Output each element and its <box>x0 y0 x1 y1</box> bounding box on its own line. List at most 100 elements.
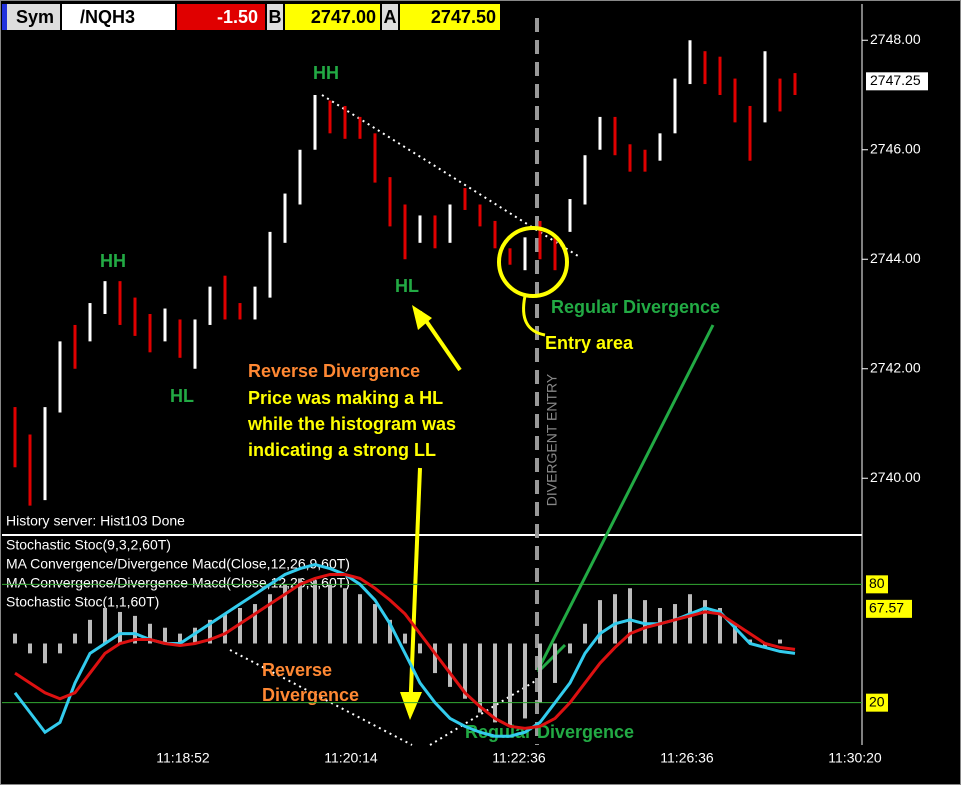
histogram-bar <box>703 600 707 644</box>
study-labels: Stochastic Stoc(9,3,2,60T) MA Convergenc… <box>6 537 350 610</box>
sym-label: Sym <box>16 7 54 27</box>
level-box <box>866 693 888 712</box>
histogram-bar <box>148 623 152 644</box>
histogram-bar <box>43 643 47 664</box>
histogram-bar <box>268 594 272 644</box>
y-tick-label: 2740.00 <box>870 469 921 485</box>
histogram-bar <box>553 643 557 683</box>
entry-circle <box>497 226 569 298</box>
annotation: HH <box>313 63 339 83</box>
histogram-bar <box>688 594 692 644</box>
current-box <box>866 599 912 618</box>
histogram-bar <box>628 588 632 644</box>
x-tick-label: 11:26:36 <box>660 750 714 766</box>
ask-label: A <box>384 7 397 27</box>
cell <box>382 4 398 30</box>
histogram-bar <box>673 604 677 644</box>
histogram-bar <box>313 580 317 644</box>
study-label: Stochastic Stoc(9,3,2,60T) <box>6 537 171 553</box>
arrow <box>536 324 715 671</box>
callout <box>522 295 546 337</box>
histogram-bar <box>478 643 482 713</box>
annotation: indicating a strong LL <box>248 440 436 460</box>
histogram-bar <box>643 600 647 644</box>
cell <box>267 4 283 30</box>
histogram-bar <box>403 633 407 644</box>
annotation: Divergence <box>262 685 359 705</box>
annotation: HH <box>100 251 126 271</box>
symbol: /NQH3 <box>80 7 135 27</box>
histogram-bar <box>193 627 197 644</box>
arrow-head <box>412 305 432 330</box>
histogram-bar <box>733 623 737 644</box>
histogram-bar <box>238 608 242 644</box>
histogram-bar <box>448 643 452 687</box>
histogram-bar <box>118 611 122 644</box>
annotation: Regular Divergence <box>465 722 634 742</box>
annotation: Reverse <box>262 660 332 680</box>
histogram-bar <box>28 643 32 654</box>
histogram-bar <box>373 604 377 644</box>
bid-label: B <box>269 7 282 27</box>
annotations: HH HH HL HL Reverse Divergence Price was… <box>100 63 720 742</box>
histogram-bar <box>388 619 392 644</box>
histogram-bar <box>538 643 542 703</box>
cell <box>7 4 60 30</box>
current-label: 67.57 <box>869 600 904 616</box>
histogram-bar <box>283 584 287 644</box>
y-tick-label: 2748.00 <box>870 31 921 47</box>
strip <box>2 4 7 30</box>
x-tick-label: 11:22:36 <box>492 750 546 766</box>
histogram-bar <box>433 643 437 674</box>
trend-line <box>229 649 413 746</box>
ask: 2747.50 <box>431 7 496 27</box>
histogram-bar <box>658 608 662 644</box>
arrow <box>536 643 567 674</box>
x-tick-label: 11:30:20 <box>828 750 882 766</box>
quote-bar: Sym /NQH3 -1.50 B 2747.00 A 2747.50 <box>2 4 500 30</box>
annotation: Price was making a HL <box>248 388 443 408</box>
histogram-bar <box>298 578 302 644</box>
histogram-bar <box>778 639 782 644</box>
histogram-bar <box>493 643 497 723</box>
status: History server: Hist103 Done <box>6 513 185 529</box>
level-box <box>866 575 888 594</box>
last-price: 2747.25 <box>870 72 921 88</box>
histogram-bar <box>328 584 332 644</box>
annotation: Regular Divergence <box>551 297 720 317</box>
histogram-bar <box>523 643 527 719</box>
study-label: Stochastic Stoc(1,1,60T) <box>6 594 159 610</box>
histogram-bar <box>253 604 257 644</box>
x-tick-label: 11:20:14 <box>324 750 378 766</box>
cell <box>285 4 380 30</box>
annotation: HL <box>395 276 419 296</box>
histogram-bar <box>718 608 722 644</box>
cell <box>62 4 175 30</box>
level-label: 20 <box>869 693 885 709</box>
y-tick-label: 2742.00 <box>870 359 921 375</box>
change: -1.50 <box>217 7 258 27</box>
study-label: MA Convergence/Divergence Macd(Close,12,… <box>6 556 350 572</box>
histogram-bar <box>613 594 617 644</box>
last-price-box <box>866 72 928 91</box>
y-tick-label: 2744.00 <box>870 250 921 266</box>
cell <box>400 4 500 30</box>
level-label: 80 <box>869 575 885 591</box>
arrow <box>408 467 422 716</box>
bid: 2747.00 <box>311 7 376 27</box>
histogram-bar <box>568 643 572 654</box>
histogram-bar <box>163 627 167 644</box>
annotation: HL <box>170 386 194 406</box>
histogram-bar <box>13 633 17 644</box>
histogram-bar <box>763 643 767 648</box>
histogram-bar <box>178 633 182 644</box>
cell <box>177 4 265 30</box>
histogram-bar <box>418 643 422 654</box>
histogram-bar <box>208 619 212 644</box>
arrow-head <box>400 692 422 720</box>
histogram-bar <box>508 643 512 727</box>
histogram-bar <box>583 623 587 644</box>
indicator-line <box>14 572 796 730</box>
